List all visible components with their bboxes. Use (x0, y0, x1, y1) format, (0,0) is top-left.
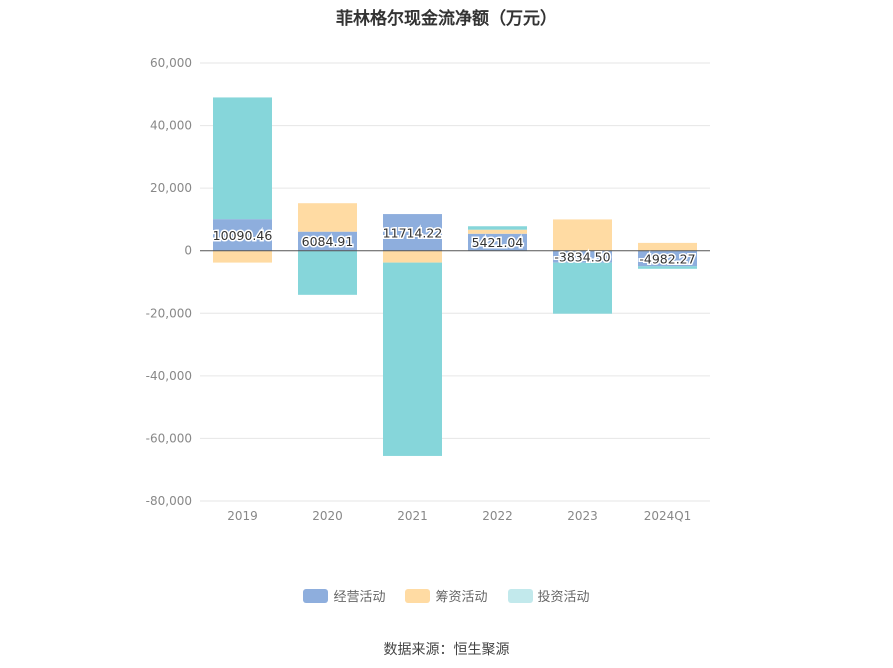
data-label: -4982.27 (639, 252, 695, 267)
x-tick-label: 2020 (312, 509, 343, 523)
bar-0-2024Q1 (638, 250, 697, 267)
x-tick-label: 2024Q1 (644, 509, 692, 523)
data-label: -3834.50 (554, 250, 610, 265)
data-label: 11714.22 (383, 225, 443, 240)
data-source: 数据来源：恒生聚源 (383, 642, 510, 658)
legend-item-investing[interactable]: 投资活动 (507, 586, 590, 605)
legend-swatch-investing (507, 588, 533, 603)
bar-1-2023 (553, 219, 612, 251)
bar-0-2021 (383, 214, 442, 251)
bar-0-2019 (213, 219, 272, 251)
data-label: 6084.91 (302, 234, 354, 249)
bar-1-2021 (383, 250, 442, 263)
x-tick-label: 2019 (227, 509, 258, 523)
y-tick-label: 40,000 (150, 119, 192, 133)
x-tick-label: 2022 (482, 509, 513, 523)
data-label: 5421.04 (472, 235, 524, 250)
data-labels: 10090.46 6084.91 11714.22 5421.04 -3834.50 -4… (211, 224, 697, 268)
y-tick-label: -20,000 (146, 306, 192, 320)
bar-2-2020 (298, 250, 357, 295)
bar-2-2023 (553, 262, 612, 314)
chart-title: 菲林格尔现金流净额（万元） (336, 9, 557, 29)
x-tick-label: 2023 (567, 509, 598, 523)
bar-2-2024Q1 (638, 266, 697, 269)
bar-0-2023 (553, 250, 612, 263)
legend-swatch-operating (303, 588, 329, 603)
bar-1-2022 (468, 229, 527, 234)
y-axis: 60,000 40,000 20,000 0 -20,000 -40,000 -60,000… (146, 56, 710, 508)
bar-1-2020 (298, 203, 357, 232)
y-tick-label: 60,000 (150, 56, 192, 70)
bar-1-2024Q1 (638, 242, 697, 251)
bars (213, 97, 697, 456)
x-tick-label: 2021 (397, 509, 428, 523)
legend: 经营活动 筹资活动 投资活动 (0, 586, 893, 605)
legend-item-operating[interactable]: 经营活动 (303, 586, 385, 605)
bar-0-2020 (298, 231, 357, 251)
data-label: 10090.46 (213, 228, 273, 243)
y-tick-label: 0 (184, 244, 192, 258)
y-tick-label: -40,000 (146, 369, 192, 383)
legend-label-operating: 经营活动 (333, 590, 386, 605)
x-axis: 2019 2020 2021 2022 2023 2024Q1 (227, 509, 691, 523)
legend-label-investing: 投资活动 (537, 590, 590, 605)
grid (200, 62, 710, 502)
bar-2-2019 (213, 97, 272, 220)
y-tick-label: -60,000 (146, 431, 192, 445)
bar-1-2019 (213, 250, 272, 263)
y-tick-label: 20,000 (150, 181, 192, 195)
legend-swatch-financing (405, 588, 431, 603)
y-tick-label: -80,000 (146, 494, 192, 508)
bar-0-2022 (468, 233, 527, 251)
legend-label-financing: 筹资活动 (435, 590, 488, 605)
bar-2-2022 (468, 226, 527, 230)
legend-item-financing[interactable]: 筹资活动 (405, 586, 488, 605)
bar-2-2021 (383, 262, 442, 456)
